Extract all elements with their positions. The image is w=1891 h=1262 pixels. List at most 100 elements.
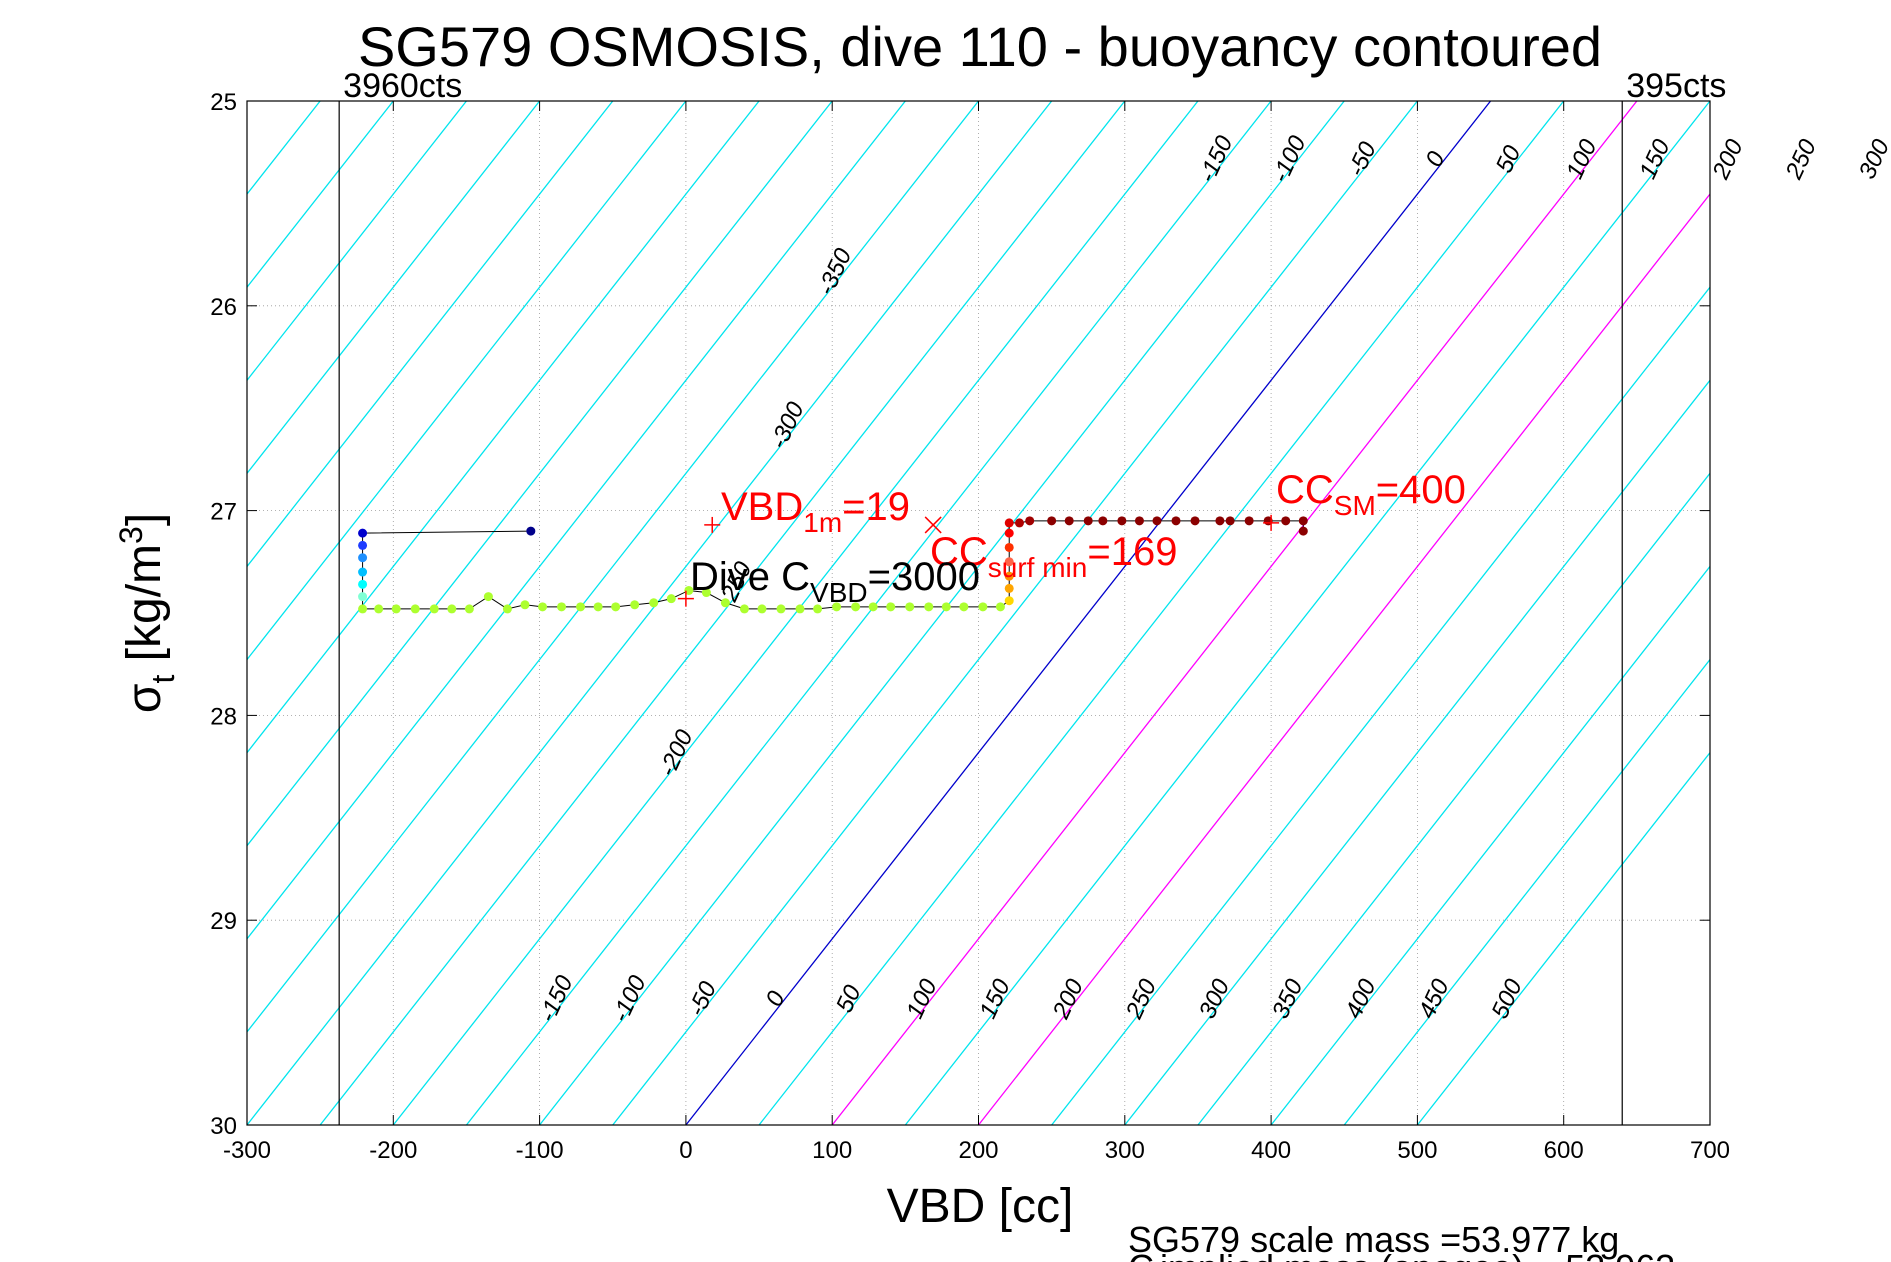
vbd-limit-label: 395cts bbox=[1626, 67, 1726, 105]
contour-line bbox=[1270, 565, 1710, 1125]
y-axis-label-sub: t bbox=[145, 675, 181, 684]
dive-track-point bbox=[813, 604, 823, 614]
dive-track-point bbox=[1215, 516, 1225, 526]
dive-track-point bbox=[358, 540, 368, 550]
dive-track-point bbox=[757, 604, 767, 614]
footer-implied-mass: Cimplied mass (apogee) = 53.963 bbox=[1128, 1247, 1675, 1262]
x-tick-label: 100 bbox=[812, 1137, 852, 1164]
dive-track-point bbox=[739, 604, 749, 614]
x-tick-label: 200 bbox=[958, 1137, 998, 1164]
y-axis-label-symbol: σ bbox=[118, 684, 171, 714]
dive-track-point bbox=[1004, 571, 1014, 581]
contour-line bbox=[247, 101, 760, 754]
dive-track-point bbox=[538, 602, 548, 612]
y-axis-label-sup: 3 bbox=[113, 526, 149, 544]
dive-track-point bbox=[701, 588, 711, 598]
grid-lines bbox=[247, 101, 1710, 1125]
dive-track-point bbox=[776, 604, 786, 614]
contour-line bbox=[831, 101, 1638, 1125]
contour-line bbox=[392, 101, 1199, 1125]
dive-track-point bbox=[1004, 528, 1014, 538]
contour-line bbox=[247, 101, 541, 475]
contour-line bbox=[1051, 286, 1710, 1125]
buoyancy-contours bbox=[247, 101, 1710, 1125]
contour-line bbox=[247, 101, 980, 1033]
contour-line bbox=[977, 193, 1710, 1125]
dive-track-point bbox=[391, 604, 401, 614]
cross-marker bbox=[924, 516, 942, 534]
plus-marker bbox=[704, 516, 721, 533]
axis-ticks: -300 -200 -100 0 100 200 300 400 500 600 700 25 26 27… bbox=[210, 89, 1730, 1164]
dive-track-point bbox=[358, 567, 368, 577]
y-tick-label: 29 bbox=[210, 908, 237, 935]
x-tick-label: -100 bbox=[516, 1137, 564, 1164]
contour-line bbox=[1124, 379, 1710, 1125]
dive-track-point bbox=[1190, 516, 1200, 526]
contour-line bbox=[685, 101, 1492, 1125]
x-tick-label: 0 bbox=[679, 1137, 692, 1164]
dive-track-point bbox=[1098, 516, 1108, 526]
y-tick-label: 28 bbox=[210, 703, 237, 730]
dive-track-point bbox=[576, 602, 586, 612]
dive-track-point bbox=[1083, 516, 1093, 526]
x-tick-label: 500 bbox=[1397, 1137, 1437, 1164]
dive-track-point bbox=[832, 602, 842, 612]
dive-track-point bbox=[666, 594, 676, 604]
contour-line bbox=[247, 101, 833, 847]
dive-track-point bbox=[1004, 542, 1014, 552]
dive-track-point bbox=[1171, 516, 1181, 526]
y-axis-label-unit: [kg/m bbox=[118, 544, 171, 675]
dive-track-point bbox=[1281, 516, 1291, 526]
annotation-cc-surf-min: CCsurf min=169 bbox=[930, 530, 1177, 583]
contour-line bbox=[904, 101, 1710, 1125]
reference-markers bbox=[677, 514, 1280, 607]
dive-track-point bbox=[1134, 516, 1144, 526]
contour-line bbox=[1416, 751, 1710, 1125]
dive-track-point bbox=[868, 602, 878, 612]
y-axis-label: σt [kg/m3] bbox=[113, 513, 181, 713]
dive-track-point bbox=[924, 602, 934, 612]
dive-track-point bbox=[1298, 516, 1308, 526]
dive-track-point bbox=[995, 602, 1005, 612]
contour-line bbox=[319, 101, 1126, 1125]
contour-line bbox=[247, 101, 1053, 1125]
dive-track-point bbox=[447, 604, 457, 614]
y-tick-label: 27 bbox=[210, 499, 237, 526]
dive-track-point bbox=[358, 592, 368, 602]
contour-line bbox=[539, 101, 1345, 1125]
dive-track-point bbox=[905, 602, 915, 612]
x-tick-label: -200 bbox=[369, 1137, 417, 1164]
x-tick-label: -300 bbox=[223, 1137, 271, 1164]
dive-track-point bbox=[410, 604, 420, 614]
contour-line bbox=[465, 101, 1272, 1125]
dive-track-point bbox=[959, 602, 969, 612]
dive-track-point bbox=[1047, 516, 1057, 526]
dive-track-point bbox=[429, 604, 439, 614]
dive-track-point bbox=[649, 598, 659, 608]
x-axis-label: VBD [cc] bbox=[887, 1180, 1074, 1233]
annotation-cc-sm: CCSM=400 bbox=[1276, 468, 1466, 521]
x-tick-label: 600 bbox=[1544, 1137, 1584, 1164]
dive-track-point bbox=[557, 602, 567, 612]
dive-track-point bbox=[358, 528, 368, 538]
y-tick-label: 30 bbox=[210, 1113, 237, 1140]
chart-title: SG579 OSMOSIS, dive 110 - buoyancy conto… bbox=[358, 15, 1602, 78]
dive-track-point bbox=[1225, 516, 1235, 526]
x-tick-label: 400 bbox=[1251, 1137, 1291, 1164]
dive-track-point bbox=[1117, 516, 1127, 526]
x-tick-label: 700 bbox=[1690, 1137, 1730, 1164]
contour-line bbox=[1197, 472, 1710, 1125]
dive-track-point bbox=[593, 602, 603, 612]
dive-track-point bbox=[1004, 583, 1014, 593]
contour-line bbox=[758, 101, 1565, 1125]
dive-track-point bbox=[502, 604, 512, 614]
dive-track-point bbox=[1025, 516, 1035, 526]
marker-stroke bbox=[924, 516, 942, 534]
dive-track-point bbox=[1152, 516, 1162, 526]
dive-track-point bbox=[1004, 518, 1014, 528]
contour-line bbox=[247, 101, 687, 661]
y-tick-label: 25 bbox=[210, 89, 237, 116]
dive-track-point bbox=[611, 602, 621, 612]
